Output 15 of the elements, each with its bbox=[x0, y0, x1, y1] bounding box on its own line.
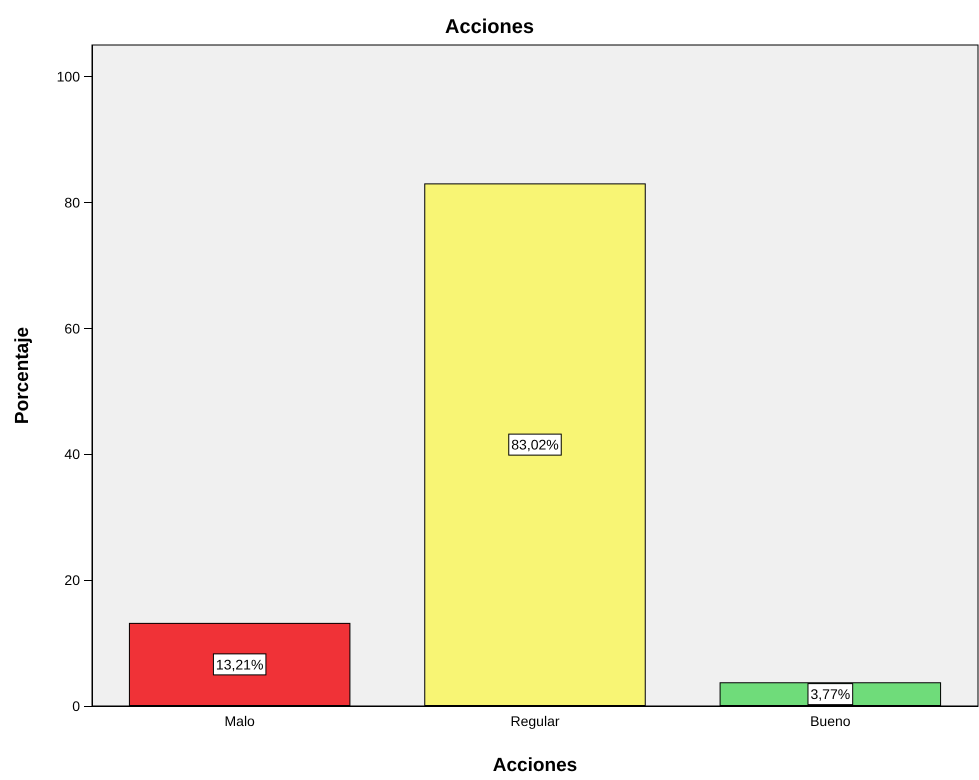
y-tick-label: 80 bbox=[64, 194, 80, 210]
data-label: 83,02% bbox=[511, 436, 559, 453]
x-tick-label: Malo bbox=[224, 713, 256, 729]
y-axis-title: Porcentaje bbox=[12, 326, 33, 424]
y-tick-label: 0 bbox=[72, 698, 80, 714]
data-label: 13,21% bbox=[216, 656, 264, 672]
chart-title: Acciones bbox=[445, 16, 534, 38]
x-tick-label: Regular bbox=[510, 713, 560, 729]
y-tick-label: 40 bbox=[64, 446, 80, 462]
y-tick-label: 60 bbox=[64, 320, 80, 336]
data-label: 3,77% bbox=[810, 686, 850, 702]
x-tick-label: Bueno bbox=[810, 713, 851, 729]
y-tick-label: 100 bbox=[56, 68, 80, 84]
x-axis-title: Acciones bbox=[492, 755, 578, 776]
y-tick-label: 20 bbox=[64, 572, 80, 588]
